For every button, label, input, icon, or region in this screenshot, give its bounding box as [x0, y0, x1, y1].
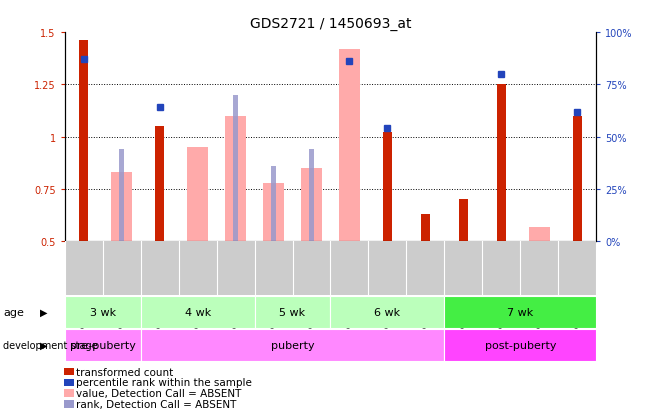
Bar	[445, 329, 596, 361]
Bar	[233, 96, 238, 242]
Text: ▶: ▶	[40, 340, 48, 350]
Bar	[301, 169, 322, 242]
Text: pre-puberty: pre-puberty	[70, 340, 135, 350]
Text: 5 wk: 5 wk	[279, 307, 306, 317]
Bar	[497, 85, 505, 242]
Text: value, Detection Call = ABSENT: value, Detection Call = ABSENT	[76, 388, 242, 398]
Bar	[459, 200, 468, 242]
Bar	[529, 227, 550, 242]
Text: post-puberty: post-puberty	[485, 340, 556, 350]
Text: development stage: development stage	[3, 340, 98, 350]
Bar	[65, 329, 141, 361]
Text: 3 wk: 3 wk	[89, 307, 116, 317]
Bar	[119, 150, 124, 242]
Bar	[187, 148, 208, 242]
Bar	[339, 50, 360, 242]
Bar	[156, 127, 164, 242]
Bar	[263, 183, 284, 242]
Text: 7 wk: 7 wk	[507, 307, 533, 317]
Bar	[309, 150, 314, 242]
Bar	[80, 41, 88, 242]
Bar	[271, 166, 276, 242]
Bar	[445, 296, 596, 328]
Text: 6 wk: 6 wk	[375, 307, 400, 317]
Text: percentile rank within the sample: percentile rank within the sample	[76, 377, 252, 387]
Bar	[573, 116, 581, 242]
Text: 4 wk: 4 wk	[185, 307, 211, 317]
Bar	[111, 173, 132, 242]
Bar	[255, 296, 330, 328]
Text: transformed count: transformed count	[76, 367, 174, 377]
Bar	[65, 296, 141, 328]
Bar	[225, 116, 246, 242]
Text: puberty: puberty	[271, 340, 314, 350]
Bar	[421, 214, 430, 242]
Bar	[141, 296, 255, 328]
Text: ▶: ▶	[40, 307, 48, 317]
Bar	[330, 296, 445, 328]
Text: age: age	[3, 307, 24, 317]
Bar	[141, 329, 445, 361]
Title: GDS2721 / 1450693_at: GDS2721 / 1450693_at	[249, 17, 411, 31]
Text: rank, Detection Call = ABSENT: rank, Detection Call = ABSENT	[76, 399, 237, 409]
Bar	[383, 133, 392, 242]
